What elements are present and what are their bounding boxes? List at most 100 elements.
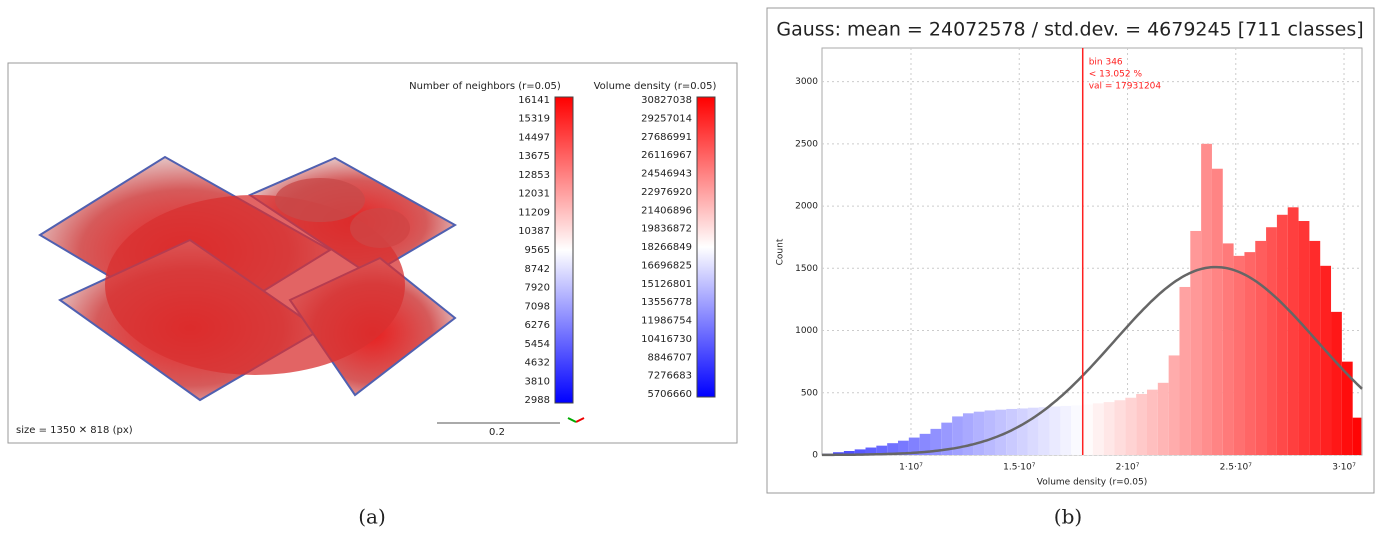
histogram-bar xyxy=(1179,286,1191,455)
colorbar-tick-label: 10387 xyxy=(518,226,550,237)
histogram-bar xyxy=(1136,394,1147,455)
colorbar-tick-label: 15126801 xyxy=(641,279,692,290)
histogram-bar xyxy=(854,449,866,455)
histogram-bar xyxy=(1027,407,1039,455)
y-tick-label: 0 xyxy=(812,451,818,461)
histogram-bar xyxy=(952,416,963,455)
colorbar-tick-label: 16696825 xyxy=(641,260,692,271)
histogram-bar xyxy=(962,413,974,455)
colorbar-tick-label: 19836872 xyxy=(641,224,692,235)
colorbar-tick-label: 4632 xyxy=(525,358,550,369)
colorbar-tick-label: 10416730 xyxy=(641,334,692,345)
colorbar-tick-label: 9565 xyxy=(525,245,550,256)
histogram-bar xyxy=(1341,361,1353,455)
caption: (b) xyxy=(1054,505,1082,529)
y-tick-label: 2500 xyxy=(795,139,818,149)
histogram-bar xyxy=(1038,407,1050,455)
histogram-bar xyxy=(984,410,996,455)
axis-icon xyxy=(567,417,577,423)
histogram-bar xyxy=(1276,214,1288,455)
colorbar-tick-label: 15319 xyxy=(518,114,550,125)
histogram-bar xyxy=(876,445,888,455)
histogram-bar xyxy=(1331,311,1342,455)
y-tick-label: 3000 xyxy=(795,77,818,87)
histogram-bar xyxy=(887,443,898,455)
histogram-bar xyxy=(1211,168,1223,455)
colorbar-tick-label: 7920 xyxy=(525,283,550,294)
colorbar-tick-label: 5454 xyxy=(525,339,550,350)
histogram-bar xyxy=(1092,403,1104,455)
axis-icon xyxy=(575,417,585,423)
histogram-bar xyxy=(1082,404,1093,455)
chart-title: Gauss: mean = 24072578 / std.dev. = 4679… xyxy=(776,19,1363,41)
scale-bar-label: 0.2 xyxy=(489,427,505,438)
colorbar-title: Volume density (r=0.05) xyxy=(594,81,717,92)
annotation: val = 17931204 xyxy=(1089,82,1162,92)
x-tick-label: 2·10⁷ xyxy=(1116,463,1140,473)
size-label: size = 1350 ✕ 818 (px) xyxy=(16,425,133,436)
colorbar-tick-label: 13675 xyxy=(518,151,550,162)
colorbar-tick-label: 11986754 xyxy=(641,316,692,327)
colorbar-tick-label: 12853 xyxy=(518,170,550,181)
histogram-bar xyxy=(1244,252,1256,455)
x-axis-label: Volume density (r=0.05) xyxy=(1037,478,1148,488)
x-tick-label: 2.5·10⁷ xyxy=(1220,463,1253,473)
histogram-bar xyxy=(1201,143,1212,455)
y-tick-label: 1000 xyxy=(795,326,818,336)
colorbar-tick-label: 11209 xyxy=(518,207,550,218)
histogram-bar xyxy=(897,440,909,455)
histogram-bar xyxy=(919,433,931,455)
histogram-bar xyxy=(1287,207,1299,455)
mound xyxy=(105,195,405,375)
colorbar-tick-label: 5706660 xyxy=(647,389,692,400)
histogram-bar xyxy=(1049,406,1061,455)
annotation: < 13.052 % xyxy=(1089,70,1143,80)
colorbar-tick-label: 16141 xyxy=(518,95,550,106)
histogram-bar xyxy=(1071,405,1083,455)
colorbar-tick-label: 7098 xyxy=(525,301,550,312)
histogram-bar xyxy=(1222,243,1234,455)
histogram-bar xyxy=(995,409,1007,455)
colorbar-tick-label: 8742 xyxy=(525,264,550,275)
histogram-bar xyxy=(1157,382,1169,455)
histogram-bar xyxy=(1352,417,1362,455)
colorbar-tick-label: 3810 xyxy=(525,376,550,387)
x-tick-label: 3·10⁷ xyxy=(1332,463,1356,473)
histogram-bar xyxy=(1255,240,1267,455)
y-axis-label: Count xyxy=(776,238,786,265)
colorbar-tick-label: 24546943 xyxy=(641,169,692,180)
histogram-bar xyxy=(1309,240,1321,455)
histogram-bar xyxy=(1006,408,1018,455)
colorbar-tick-label: 13556778 xyxy=(641,297,692,308)
y-tick-label: 500 xyxy=(801,388,818,398)
colorbar xyxy=(696,96,716,398)
caption: (a) xyxy=(358,505,386,529)
histogram-bar xyxy=(1146,389,1158,455)
annotation: bin 346 xyxy=(1089,58,1123,68)
mound xyxy=(275,178,365,222)
histogram-bar xyxy=(1060,405,1072,455)
histogram-bar xyxy=(1114,400,1126,455)
x-tick-label: 1·10⁷ xyxy=(899,463,923,473)
histogram-bar xyxy=(1320,265,1332,455)
point-cloud xyxy=(38,155,458,402)
colorbar-tick-label: 12031 xyxy=(518,189,550,200)
histogram-bar xyxy=(941,422,953,455)
colorbar-tick-label: 21406896 xyxy=(641,205,692,216)
y-tick-label: 2000 xyxy=(795,202,818,212)
colorbar-tick-label: 29257014 xyxy=(641,113,692,124)
colorbar-tick-label: 14497 xyxy=(518,132,550,143)
histogram-bar xyxy=(1103,402,1115,455)
colorbar-tick-label: 22976920 xyxy=(641,187,692,198)
histogram-bar xyxy=(1168,355,1180,455)
histogram-bar xyxy=(1017,408,1028,455)
colorbar-tick-label: 2988 xyxy=(525,395,550,406)
histogram-bar xyxy=(1125,397,1137,455)
colorbar-tick-label: 18266849 xyxy=(641,242,692,253)
histogram-bar xyxy=(908,437,920,455)
histogram-bar xyxy=(843,451,855,455)
colorbar-title: Number of neighbors (r=0.05) xyxy=(409,81,561,92)
fit-curve xyxy=(822,265,1363,457)
